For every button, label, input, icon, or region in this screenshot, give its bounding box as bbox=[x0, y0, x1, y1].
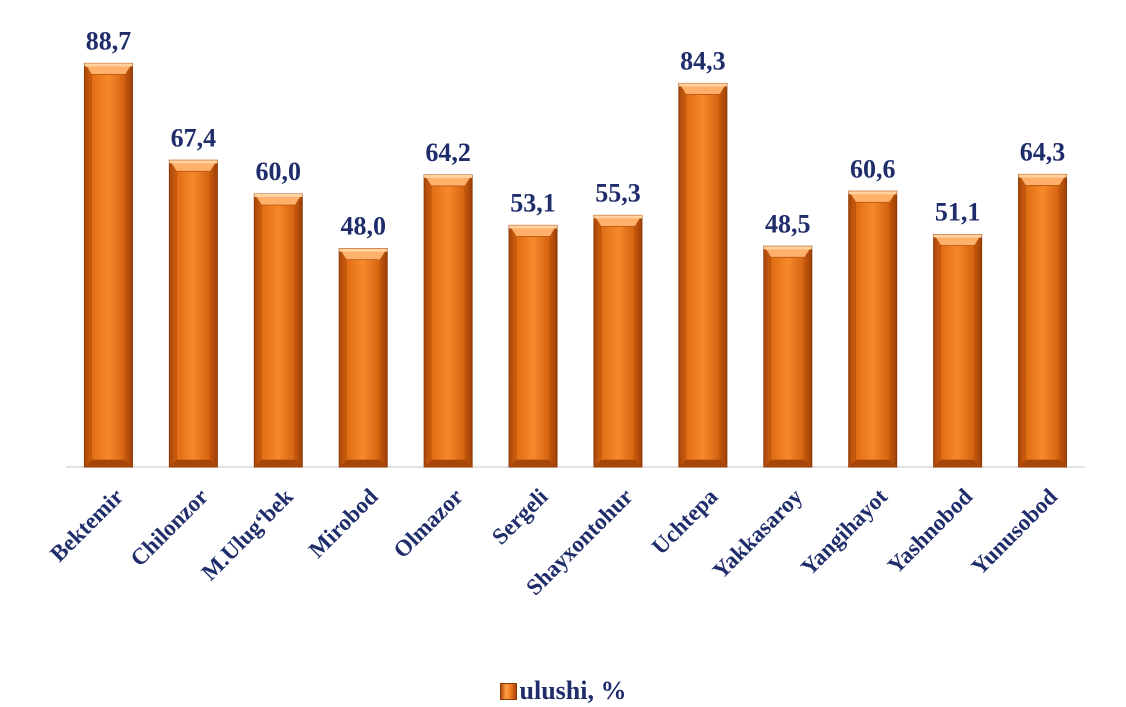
bar bbox=[508, 224, 558, 468]
data-label: 48,5 bbox=[765, 209, 811, 238]
data-label: 48,0 bbox=[340, 212, 386, 241]
data-label: 60,0 bbox=[256, 157, 302, 186]
x-tick-label: Yunusobod bbox=[966, 484, 1062, 580]
bar bbox=[763, 245, 813, 468]
legend-label: ulushi, % bbox=[519, 676, 627, 705]
x-tick-label: Sergeli bbox=[487, 483, 553, 549]
x-tick-label: Chilonzor bbox=[126, 484, 213, 571]
data-label: 67,4 bbox=[171, 123, 217, 152]
x-tick-label: Yakkasaroy bbox=[708, 484, 808, 584]
bar bbox=[932, 233, 983, 468]
bar bbox=[338, 248, 388, 468]
x-tick-label: Mirobod bbox=[304, 484, 383, 563]
x-tick-label: M.Ulug‘bek bbox=[197, 484, 298, 585]
bar bbox=[83, 62, 134, 468]
data-label: 84,3 bbox=[680, 46, 726, 75]
x-tick-label: Bektemir bbox=[45, 484, 128, 567]
bar bbox=[678, 82, 728, 468]
data-label: 60,6 bbox=[850, 154, 896, 183]
bar bbox=[168, 159, 219, 468]
x-tick-label: Uchtepa bbox=[647, 484, 723, 560]
bar bbox=[1017, 173, 1068, 468]
data-label: 88,7 bbox=[86, 26, 132, 55]
bar bbox=[593, 214, 643, 468]
data-label: 55,3 bbox=[595, 178, 641, 207]
x-tick-label: Yangihayot bbox=[796, 484, 893, 581]
data-label: 64,2 bbox=[425, 138, 471, 167]
legend: ulushi, % bbox=[0, 676, 1126, 706]
x-tick-label: Yashnobod bbox=[883, 484, 978, 579]
data-label: 53,1 bbox=[510, 188, 556, 217]
bar bbox=[423, 174, 473, 468]
legend-swatch bbox=[499, 683, 517, 700]
bar bbox=[253, 193, 304, 468]
bar bbox=[847, 190, 898, 468]
x-tick-label: Olmazor bbox=[389, 484, 468, 563]
data-label: 51,1 bbox=[935, 197, 981, 226]
data-label: 64,3 bbox=[1020, 137, 1066, 166]
